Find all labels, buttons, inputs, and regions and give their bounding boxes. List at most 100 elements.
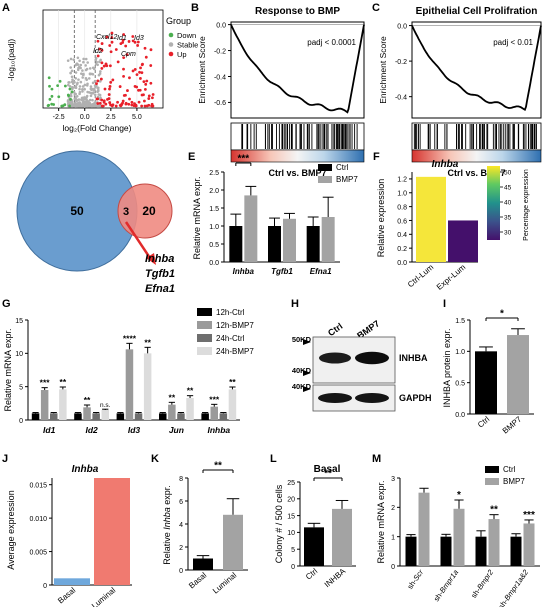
panel-letter: D	[2, 151, 10, 163]
bar	[244, 195, 258, 262]
point-up	[100, 49, 104, 52]
category-label: Expr-Lum	[435, 262, 468, 291]
point-up	[128, 97, 131, 101]
point-stable	[73, 80, 76, 84]
point-down	[60, 104, 64, 108]
point-down	[63, 103, 67, 107]
blot-band	[355, 351, 389, 365]
panel-letter: K	[151, 453, 159, 465]
venn-count: 20	[142, 204, 156, 218]
point-stable	[91, 81, 95, 85]
significance-label: **	[60, 377, 67, 387]
significance-label: n.s.	[100, 402, 111, 409]
legend-label: Stable	[177, 41, 198, 50]
point-up	[130, 100, 134, 104]
point-stable	[70, 69, 74, 73]
y-tick-label: 2	[391, 505, 395, 512]
x-axis-label: log₂(Fold Change)	[63, 123, 132, 133]
bar	[74, 413, 82, 420]
enrichment-curve	[411, 25, 542, 111]
point-up	[133, 102, 136, 106]
point-stable	[98, 80, 102, 83]
y-axis-label: -log₁₀(padj)	[6, 39, 16, 81]
panel-letter: H	[291, 298, 299, 310]
point-down	[47, 76, 51, 80]
y-tick-label: 0.4	[397, 232, 407, 239]
point-stable	[85, 78, 89, 82]
y-axis-label: Enrichment Score	[197, 36, 207, 104]
point-stable	[94, 62, 98, 66]
significance-label: **	[144, 337, 151, 347]
chart-title: Response to BMP	[255, 6, 340, 17]
point-stable	[66, 59, 70, 62]
y-tick-label: 0.5	[209, 242, 219, 249]
y-tick-label: 2.5	[209, 170, 219, 177]
legend-swatch	[197, 334, 212, 342]
bar	[159, 413, 167, 420]
point-stable	[69, 66, 73, 69]
y-tick-label: -0.4	[395, 94, 407, 101]
point-up	[135, 73, 139, 77]
point-up	[139, 66, 142, 70]
point-up	[130, 103, 134, 107]
category-label: sh-Bmpr1a&2	[496, 567, 530, 607]
bar	[219, 413, 228, 420]
colorbar-tick-label: 40	[504, 200, 512, 207]
band-label: INHBA	[399, 353, 428, 363]
point-up	[99, 77, 103, 81]
y-tick-label: 0.5	[455, 380, 465, 387]
point-up	[110, 40, 114, 44]
point-down	[46, 104, 50, 108]
point-stable	[84, 57, 88, 61]
point-up	[116, 100, 119, 104]
rank-gradient	[411, 149, 542, 163]
category-label: Ctrl-Lum	[406, 262, 436, 289]
y-tick-label: 5	[19, 384, 23, 391]
y-tick-label: 0.010	[29, 516, 47, 523]
point-stable	[94, 104, 97, 108]
point-stable	[89, 85, 93, 88]
y-tick-label: 0.0	[397, 260, 407, 267]
point-stable	[81, 69, 84, 72]
point-up	[140, 71, 144, 75]
point-up	[96, 39, 100, 43]
y-tick-label: 1	[391, 534, 395, 541]
bar	[168, 404, 176, 420]
y-axis-label: Relative mRNA expr.	[376, 480, 386, 563]
bar	[304, 527, 324, 566]
point-up	[122, 56, 126, 60]
point-up	[131, 39, 135, 43]
y-tick-label: 0.6	[397, 218, 407, 225]
point-up	[100, 104, 104, 108]
point-stable	[92, 102, 95, 106]
y-tick-label: 4	[179, 522, 183, 529]
gene-annotation: Id2	[93, 48, 103, 55]
bar	[228, 389, 237, 420]
point-up	[111, 78, 115, 82]
point-up	[122, 67, 125, 71]
y-tick-label: 0.2	[397, 246, 407, 253]
significance-label: ***	[209, 394, 220, 404]
point-up	[122, 94, 126, 97]
significance-label: ****	[123, 333, 137, 343]
point-up	[100, 66, 104, 70]
significance-label: **	[84, 395, 91, 405]
panel-letter: M	[372, 453, 381, 465]
point-stable	[78, 101, 82, 105]
point-up	[104, 62, 108, 66]
y-tick-label: 2.0	[209, 188, 219, 195]
point-up	[108, 85, 112, 88]
point-stable	[82, 97, 86, 100]
label-part: expr.	[162, 485, 172, 507]
significance-label: **	[187, 386, 194, 396]
point-down	[48, 97, 52, 101]
label-part: Bmpr1a	[438, 568, 460, 595]
bar	[523, 523, 535, 566]
point-up	[131, 69, 135, 73]
y-tick-label: 1.5	[455, 318, 465, 325]
point-up	[114, 104, 118, 108]
point-up	[104, 102, 108, 106]
y-tick-label: 0.0	[455, 412, 465, 419]
y-tick-label: 15	[15, 318, 23, 325]
panel-letter: G	[2, 298, 11, 310]
